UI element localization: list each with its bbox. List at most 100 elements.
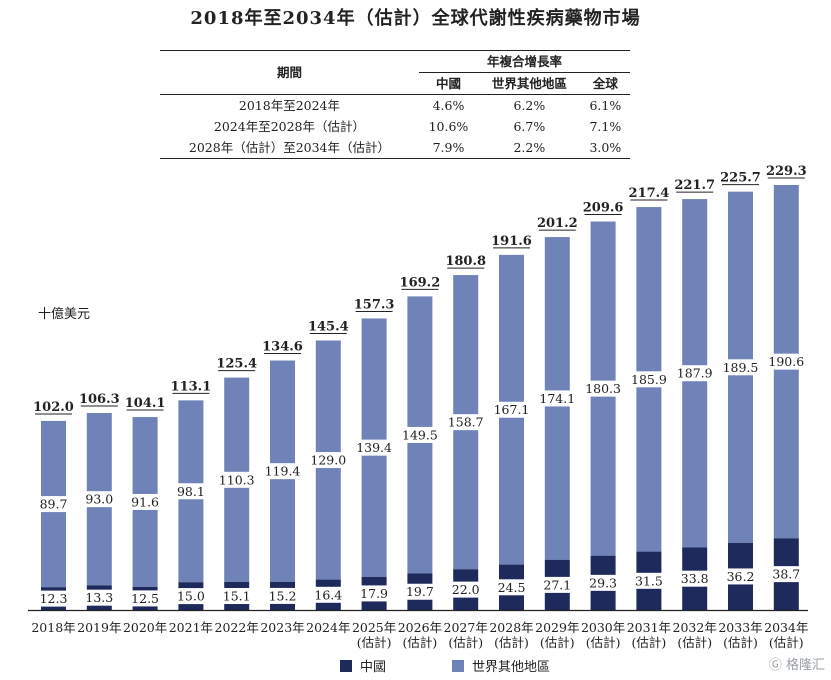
- data-label-rest-of-world: 180.3: [585, 381, 621, 396]
- period-cell: 2028年（估計）至2034年（估計）: [188, 140, 391, 155]
- x-tick-label: 2033年: [718, 620, 762, 635]
- cagr-col-china: 中國: [418, 72, 478, 95]
- value-cell: 2.2%: [513, 140, 546, 155]
- x-tick-label: 2032年: [673, 620, 717, 635]
- total-label: 145.4: [308, 320, 349, 335]
- unit-label: 十億美元: [38, 307, 91, 322]
- x-tick-note: (估計): [677, 635, 712, 650]
- data-label-china: 15.1: [223, 589, 251, 604]
- data-label-china: 29.3: [589, 575, 617, 590]
- x-tick-label: 2030年: [581, 620, 625, 635]
- data-label-rest-of-world-bg: [174, 483, 208, 500]
- data-label-china: 24.5: [498, 580, 526, 595]
- data-label-china: 33.8: [681, 571, 709, 586]
- data-label-china: 31.5: [635, 573, 663, 588]
- value-cell: 7.9%: [432, 140, 465, 155]
- x-tick-label: 2031年: [627, 620, 671, 635]
- data-label-rest-of-world-bg: [492, 401, 531, 418]
- data-label-rest-of-world: 167.1: [494, 402, 530, 417]
- x-tick-note: (估計): [448, 635, 483, 650]
- cagr-col-row: 世界其他地區: [477, 72, 581, 95]
- cagr-col-global: 全球: [580, 72, 630, 95]
- total-label: 113.1: [171, 379, 212, 394]
- data-label-rest-of-world-bg: [446, 414, 486, 431]
- data-label-rest-of-world: 93.0: [85, 492, 113, 507]
- x-tick-label: 2034年: [764, 620, 808, 635]
- data-label-china-bg: [266, 587, 299, 604]
- x-tick-label: 2029年: [535, 620, 579, 635]
- x-tick-note: (估計): [540, 635, 575, 650]
- data-label-rest-of-world: 187.9: [677, 366, 713, 381]
- total-label: 191.6: [491, 234, 532, 249]
- table-row: 2024年至2028年（估計） 10.6% 6.7% 7.1%: [160, 116, 630, 137]
- total-label: 104.1: [125, 396, 166, 411]
- total-label: 217.4: [629, 186, 670, 201]
- legend-china: 中國: [340, 656, 386, 675]
- data-label-china-bg: [312, 586, 345, 603]
- legend-swatch-row: [452, 660, 464, 672]
- total-label: 225.7: [720, 171, 761, 186]
- value-cell: 4.6%: [432, 98, 465, 113]
- x-tick-note: (估計): [494, 635, 529, 650]
- x-tick-note: (估計): [586, 635, 621, 650]
- watermark-logo: Ⓖ 格隆汇: [768, 658, 825, 673]
- watermark-text: 格隆汇: [785, 658, 825, 673]
- data-label-rest-of-world-bg: [263, 463, 302, 480]
- legend-row: 世界其他地區: [452, 656, 550, 675]
- data-label-china-bg: [37, 590, 70, 607]
- data-label-rest-of-world-bg: [217, 471, 257, 488]
- x-tick-label: 2023年: [260, 620, 304, 635]
- chart-title: 2018年至2034年（估計）全球代謝性疾病藥物市場: [190, 8, 641, 29]
- data-label-china: 12.5: [131, 591, 159, 606]
- data-label-rest-of-world-bg: [83, 491, 116, 508]
- data-label-rest-of-world: 89.7: [40, 497, 68, 512]
- total-label: 102.0: [33, 400, 74, 415]
- total-label: 157.3: [354, 297, 395, 312]
- x-tick-label: 2018年: [31, 620, 75, 635]
- data-label-rest-of-world-bg: [583, 380, 623, 397]
- data-label-rest-of-world-bg: [308, 452, 348, 469]
- data-label-rest-of-world: 149.5: [402, 427, 438, 442]
- data-label-china: 27.1: [543, 577, 571, 592]
- total-label: 201.2: [537, 216, 578, 231]
- data-label-china: 15.2: [269, 588, 297, 603]
- legend-label-china: 中國: [360, 660, 387, 675]
- data-label-china-bg: [495, 579, 528, 596]
- data-label-china-bg: [724, 568, 757, 585]
- period-cell: 2018年至2024年: [238, 98, 341, 113]
- total-label: 180.8: [445, 254, 486, 269]
- data-label-rest-of-world: 98.1: [177, 484, 205, 499]
- data-label-rest-of-world: 189.5: [723, 360, 759, 375]
- data-label-rest-of-world-bg: [537, 390, 577, 407]
- data-label-rest-of-world-bg: [629, 371, 669, 388]
- x-tick-note: (估計): [723, 635, 758, 650]
- x-tick-label: 2026年: [398, 620, 442, 635]
- period-cell: 2024年至2028年（估計）: [213, 119, 366, 134]
- data-label-rest-of-world: 119.4: [265, 464, 301, 479]
- data-label-china: 16.4: [314, 587, 342, 602]
- data-label-china: 13.3: [85, 590, 113, 605]
- data-label-china: 22.0: [452, 582, 480, 597]
- data-label-china-bg: [83, 589, 116, 606]
- total-label: 134.6: [262, 340, 303, 355]
- x-tick-label: 2021年: [169, 620, 213, 635]
- data-label-rest-of-world-bg: [400, 426, 440, 443]
- value-cell: 10.6%: [428, 119, 469, 134]
- x-tick-label: 2028年: [489, 620, 533, 635]
- data-label-rest-of-world-bg: [721, 359, 760, 376]
- data-label-china-bg: [770, 566, 803, 583]
- data-label-rest-of-world: 129.0: [310, 453, 346, 468]
- value-cell: 6.2%: [513, 98, 546, 113]
- data-label-china-bg: [678, 570, 711, 587]
- total-label: 221.7: [674, 178, 715, 193]
- x-tick-label: 2022年: [215, 620, 259, 635]
- x-tick-note: (估計): [403, 635, 438, 650]
- data-label-rest-of-world: 185.9: [631, 372, 667, 387]
- table-row: 2018年至2024年 4.6% 6.2% 6.1%: [160, 95, 630, 117]
- table-row: 2028年（估計）至2034年（估計） 7.9% 2.2% 3.0%: [160, 137, 630, 159]
- value-cell: 7.1%: [589, 119, 622, 134]
- value-cell: 6.7%: [513, 119, 546, 134]
- cagr-group-header: 年複合增長率: [418, 50, 630, 73]
- data-label-rest-of-world: 158.7: [448, 415, 484, 430]
- data-label-china: 17.9: [360, 586, 388, 601]
